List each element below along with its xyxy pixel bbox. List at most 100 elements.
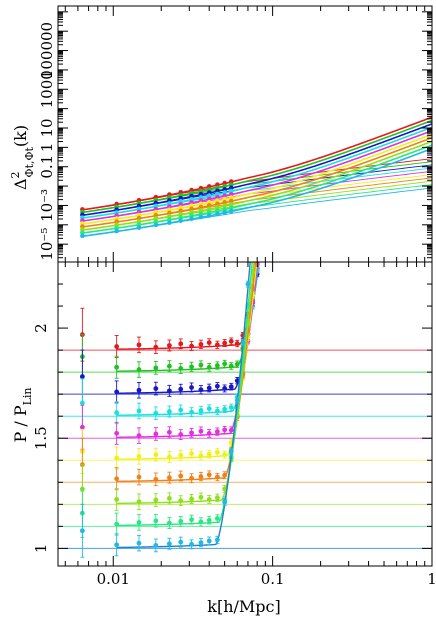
- bottom-point-0-6: [189, 343, 194, 349]
- bottom-point-9-14: [245, 281, 251, 287]
- bottom-point-7-16: [255, 220, 260, 225]
- bottom-point-0-8: [206, 340, 212, 346]
- bottom-point-3-5: [178, 407, 184, 413]
- top-point-8-3: [153, 219, 159, 224]
- bottom-point-7-3: [153, 497, 159, 503]
- top-point-6-5: [178, 208, 184, 214]
- top-point-6-4: [167, 210, 172, 216]
- top-point-6-7: [198, 204, 204, 210]
- bottom-model-line-5: [116, 262, 258, 461]
- bottom-point-4-8: [206, 430, 212, 436]
- top-point-4-10: [222, 193, 227, 199]
- bottom-point-8-8: [206, 517, 212, 523]
- bottom-point-2-0: [79, 374, 85, 379]
- bottom-point-6-3: [153, 476, 159, 482]
- top-point-2-11: [228, 185, 234, 191]
- bottom-point-4-1: [114, 430, 120, 436]
- bottom-frame: [57, 261, 433, 567]
- bottom-point-4-2: [136, 433, 142, 439]
- bottom-point-7-6: [189, 496, 194, 502]
- bottom-model-line-7: [116, 262, 255, 505]
- top-point-9-2: [136, 225, 142, 230]
- bottom-point-5-5: [178, 452, 184, 458]
- bottom-point-2-11: [228, 384, 234, 390]
- bottom-point-6-8: [206, 472, 212, 478]
- bottom-point-0-3: [153, 344, 159, 350]
- top-point-2-10: [222, 187, 227, 192]
- bottom-xtick-label-1: 0.1: [261, 570, 285, 588]
- bottom-point-2-1: [114, 389, 120, 395]
- top-point-7-2: [136, 218, 142, 224]
- top-point-8-0: [80, 230, 85, 235]
- bottom-point-4-4: [166, 429, 172, 435]
- bottom-point-9-8: [206, 538, 212, 544]
- top-point-7-11: [228, 201, 234, 207]
- bottom-point-7-2: [136, 499, 142, 505]
- top-point-7-3: [153, 216, 159, 221]
- bottom-point-9-13: [240, 340, 246, 345]
- bottom-point-9-11: [228, 449, 234, 455]
- bottom-point-4-0: [79, 424, 85, 430]
- top-ytick-label-1: 10⁻³: [38, 189, 56, 222]
- bottom-point-1-3: [153, 365, 159, 371]
- top-point-7-8: [206, 206, 212, 212]
- top-point-1-9: [215, 185, 220, 190]
- bottom-point-9-12: [234, 397, 240, 403]
- top-point-7-5: [178, 211, 184, 217]
- bottom-point-2-9: [214, 383, 220, 389]
- top-point-8-10: [222, 206, 227, 212]
- bottom-point-9-7: [198, 540, 204, 546]
- top-point-8-8: [206, 209, 212, 215]
- bottom-point-6-2: [136, 474, 142, 480]
- bottom-ytick-label-2: 2: [32, 323, 50, 333]
- bottom-point-9-0: [79, 528, 85, 534]
- bottom-point-6-10: [222, 472, 228, 478]
- top-point-9-11: [228, 208, 234, 214]
- top-point-7-6: [189, 209, 194, 215]
- bottom-point-9-2: [136, 540, 142, 546]
- top-ylabel-sup: 2: [9, 171, 22, 178]
- top-point-3-9: [215, 191, 220, 197]
- top-point-3-6: [189, 196, 194, 202]
- bottom-point-9-9: [214, 537, 220, 543]
- top-point-3-8: [206, 193, 212, 199]
- bottom-point-8-6: [189, 517, 194, 523]
- bottom-point-3-0: [79, 400, 85, 406]
- top-point-4-6: [189, 200, 194, 205]
- top-point-4-7: [198, 198, 204, 203]
- bottom-point-1-10: [222, 361, 228, 367]
- top-ylabel: Δ2Φt,Φt(k): [9, 125, 36, 190]
- bottom-point-7-7: [198, 494, 204, 500]
- top-point-6-10: [222, 200, 227, 205]
- bottom-point-3-7: [198, 408, 204, 413]
- bottom-point-8-5: [178, 518, 184, 524]
- top-point-3-11: [228, 188, 234, 194]
- bottom-point-4-5: [178, 432, 184, 437]
- bottom-point-1-12: [234, 361, 240, 367]
- bottom-point-8-9: [214, 516, 220, 521]
- bottom-point-5-7: [198, 453, 204, 459]
- bottom-point-3-6: [189, 409, 194, 415]
- bottom-panel: 1 1.5 2 0.01 0.1 1: [32, 220, 436, 588]
- bottom-point-0-7: [198, 341, 204, 347]
- top-point-9-9: [215, 211, 220, 217]
- bottom-point-4-3: [153, 431, 159, 437]
- bottom-point-3-10: [222, 406, 228, 412]
- top-point-6-6: [189, 206, 194, 212]
- bottom-xtick-label-0: 0.01: [97, 570, 130, 588]
- bottom-point-6-16: [255, 239, 260, 244]
- bottom-model-line-1: [116, 262, 260, 372]
- top-point-6-3: [153, 212, 159, 218]
- bottom-point-7-5: [178, 498, 184, 504]
- top-point-7-7: [198, 208, 204, 213]
- bottom-point-1-1: [114, 364, 120, 370]
- top-point-2-9: [215, 188, 220, 194]
- top-ytick-label-4: 10: [38, 118, 56, 137]
- top-point-9-7: [198, 214, 204, 220]
- bottom-model-line-9: [116, 262, 251, 549]
- bottom-point-9-1: [114, 542, 120, 548]
- bottom-point-0-1: [114, 344, 120, 349]
- top-ylabel-sub: Φt,Φt: [23, 146, 36, 177]
- top-point-5-9: [215, 198, 220, 203]
